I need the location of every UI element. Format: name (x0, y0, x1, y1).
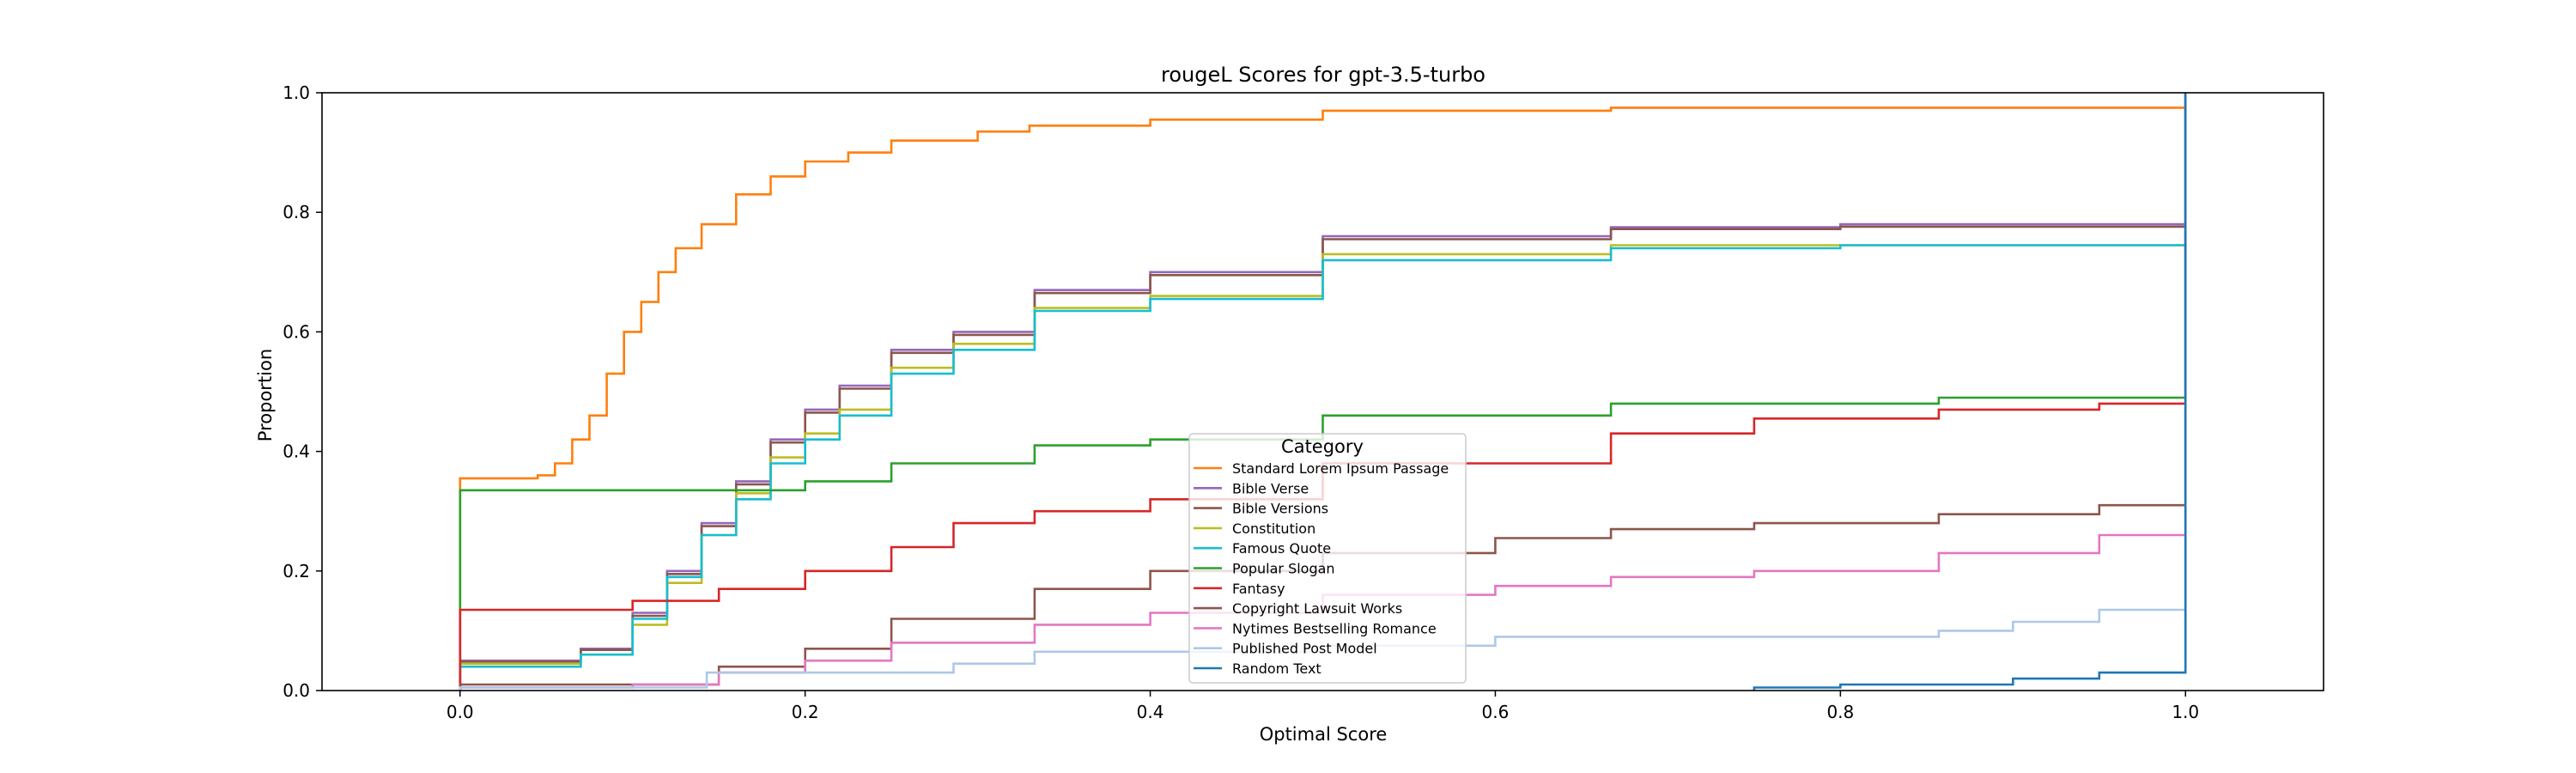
series-line (459, 93, 2187, 691)
legend-title: Category (1281, 436, 1364, 457)
legend-item-label: Standard Lorem Ipsum Passage (1232, 460, 1449, 477)
legend-item-label: Nytimes Bestselling Romance (1232, 620, 1437, 636)
x-tick-label: 0.6 (1482, 702, 1510, 722)
x-tick-label: 0.2 (792, 702, 819, 722)
series-line (459, 93, 2187, 691)
legend-item-label: Fantasy (1232, 581, 1285, 597)
legend-item-label: Bible Verse (1232, 480, 1309, 496)
x-tick-label: 1.0 (2172, 702, 2199, 722)
x-tick-label: 0.8 (1826, 702, 1854, 722)
legend-item-label: Bible Versions (1232, 501, 1328, 517)
series-line (459, 93, 2187, 691)
series-lines (459, 93, 2187, 691)
x-ticks: 0.0 0.2 0.4 0.6 0.8 1.0 (447, 691, 2199, 722)
legend-item-label: Popular Slogan (1232, 561, 1335, 577)
x-tick-label: 0.0 (447, 702, 474, 722)
legend-item-label: Constitution (1232, 520, 1315, 537)
series-line (1753, 93, 2187, 691)
y-axis-label: Proportion (255, 349, 276, 441)
series-line (459, 93, 2187, 691)
legend-item-label: Famous Quote (1232, 540, 1331, 557)
y-tick-label: 0.2 (283, 561, 310, 581)
y-tick-label: 0.0 (283, 680, 310, 701)
legend-box (1188, 433, 1467, 684)
x-axis-label: Optimal Score (1260, 724, 1388, 745)
legend-item-label: Published Post Model (1232, 641, 1377, 657)
plot-frame (321, 92, 2324, 691)
x-tick-label: 0.4 (1137, 702, 1164, 722)
legend-item-label: Copyright Lawsuit Works (1232, 600, 1402, 617)
series-line (459, 93, 2187, 691)
y-ticks: 0.0 0.2 0.4 0.6 0.8 1.0 (283, 82, 322, 701)
legend-item-label: Random Text (1232, 660, 1321, 677)
y-tick-label: 0.4 (283, 441, 310, 462)
y-tick-label: 0.8 (283, 202, 310, 222)
y-tick-label: 0.6 (283, 321, 310, 342)
y-tick-label: 1.0 (283, 82, 310, 103)
chart-title: rougeL Scores for gpt-3.5-turbo (1161, 63, 1485, 87)
legend: Category Standard Lorem Ipsum Passage Bibl… (1188, 433, 1467, 684)
